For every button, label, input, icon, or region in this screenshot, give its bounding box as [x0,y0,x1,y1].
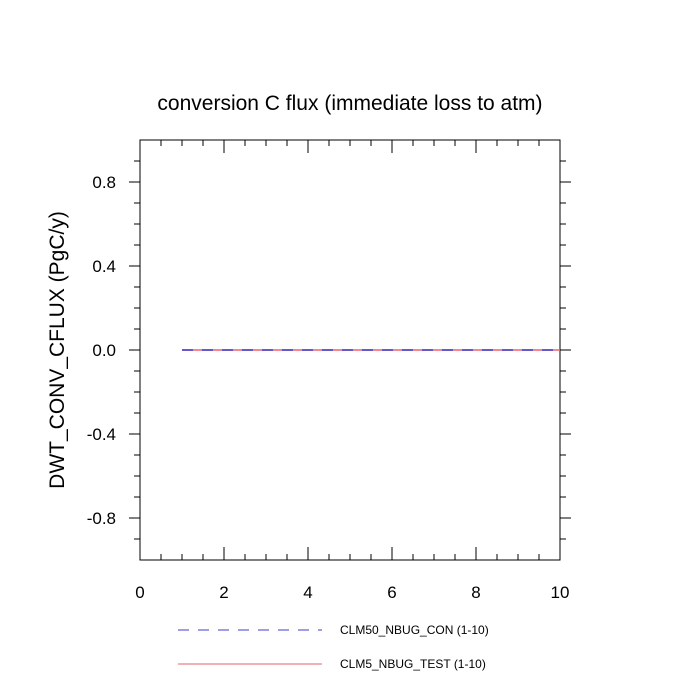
legend: CLM50_NBUG_CON (1-10) CLM5_NBUG_TEST (1-1… [178,623,489,671]
x-tick-label: 4 [303,583,312,602]
y-tick-label: -0.8 [87,509,116,528]
legend-label-0: CLM50_NBUG_CON (1-10) [340,623,489,637]
legend-label-1: CLM5_NBUG_TEST (1-10) [340,657,486,671]
axis-ticks: 0 2 4 6 8 10 -0.8 -0.4 0.0 0.4 0.8 [87,140,571,602]
x-tick-label: 2 [219,583,228,602]
y-tick-label: 0.8 [92,173,116,192]
y-tick-label: -0.4 [87,425,116,444]
x-tick-label: 8 [471,583,480,602]
y-tick-label: 0.4 [92,257,116,276]
chart-title: conversion C flux (immediate loss to atm… [157,92,542,115]
x-tick-label: 0 [135,583,144,602]
y-axis-label: DWT_CONV_CFLUX (PgC/y) [46,211,69,489]
y-tick-label: 0.0 [92,341,116,360]
x-tick-label: 10 [551,583,570,602]
x-tick-label: 6 [387,583,396,602]
